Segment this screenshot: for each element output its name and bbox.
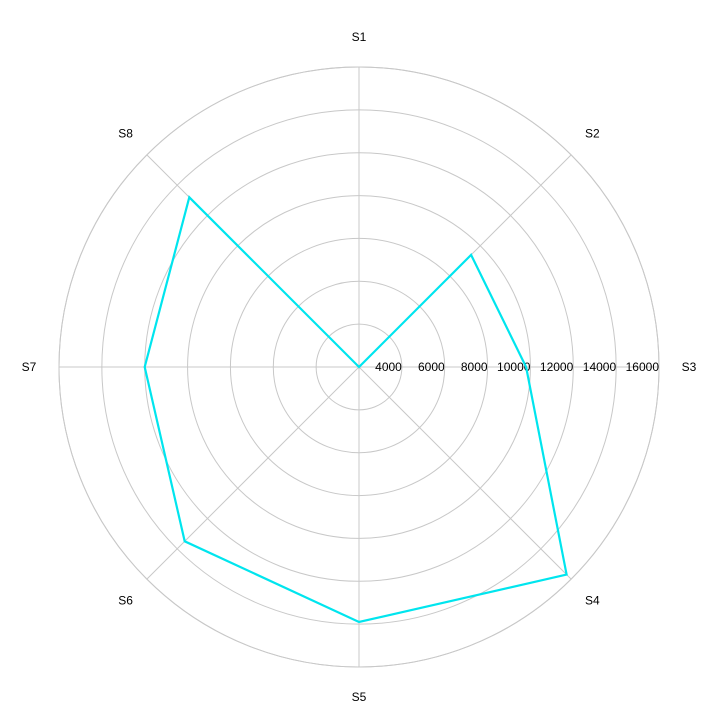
category-labels: S1 S2 S3 S4 S5 S6 S7 S8: [22, 30, 697, 704]
category-label: S5: [352, 690, 367, 704]
radial-tick-label: 8000: [461, 360, 488, 374]
category-label: S2: [585, 127, 600, 141]
grid-spoke: [358, 366, 572, 580]
category-label: S1: [352, 30, 367, 44]
radial-tick-label: 10000: [497, 360, 531, 374]
radial-tick-label: 16000: [626, 360, 660, 374]
radial-tick-label: 12000: [540, 360, 574, 374]
category-label: S3: [682, 360, 697, 374]
series-line: [143, 195, 568, 624]
category-label: S8: [118, 127, 133, 141]
category-label: S4: [585, 593, 600, 607]
radial-tick-labels: 4000 6000 8000 10000 12000 14000 16000: [375, 360, 659, 374]
series-layer: [143, 195, 568, 624]
grid-spoke: [146, 366, 360, 580]
category-label: S7: [22, 360, 37, 374]
category-label: S6: [118, 593, 133, 607]
radial-tick-label: 14000: [583, 360, 617, 374]
radial-tick-label: 6000: [418, 360, 445, 374]
radial-tick-label: 4000: [375, 360, 402, 374]
